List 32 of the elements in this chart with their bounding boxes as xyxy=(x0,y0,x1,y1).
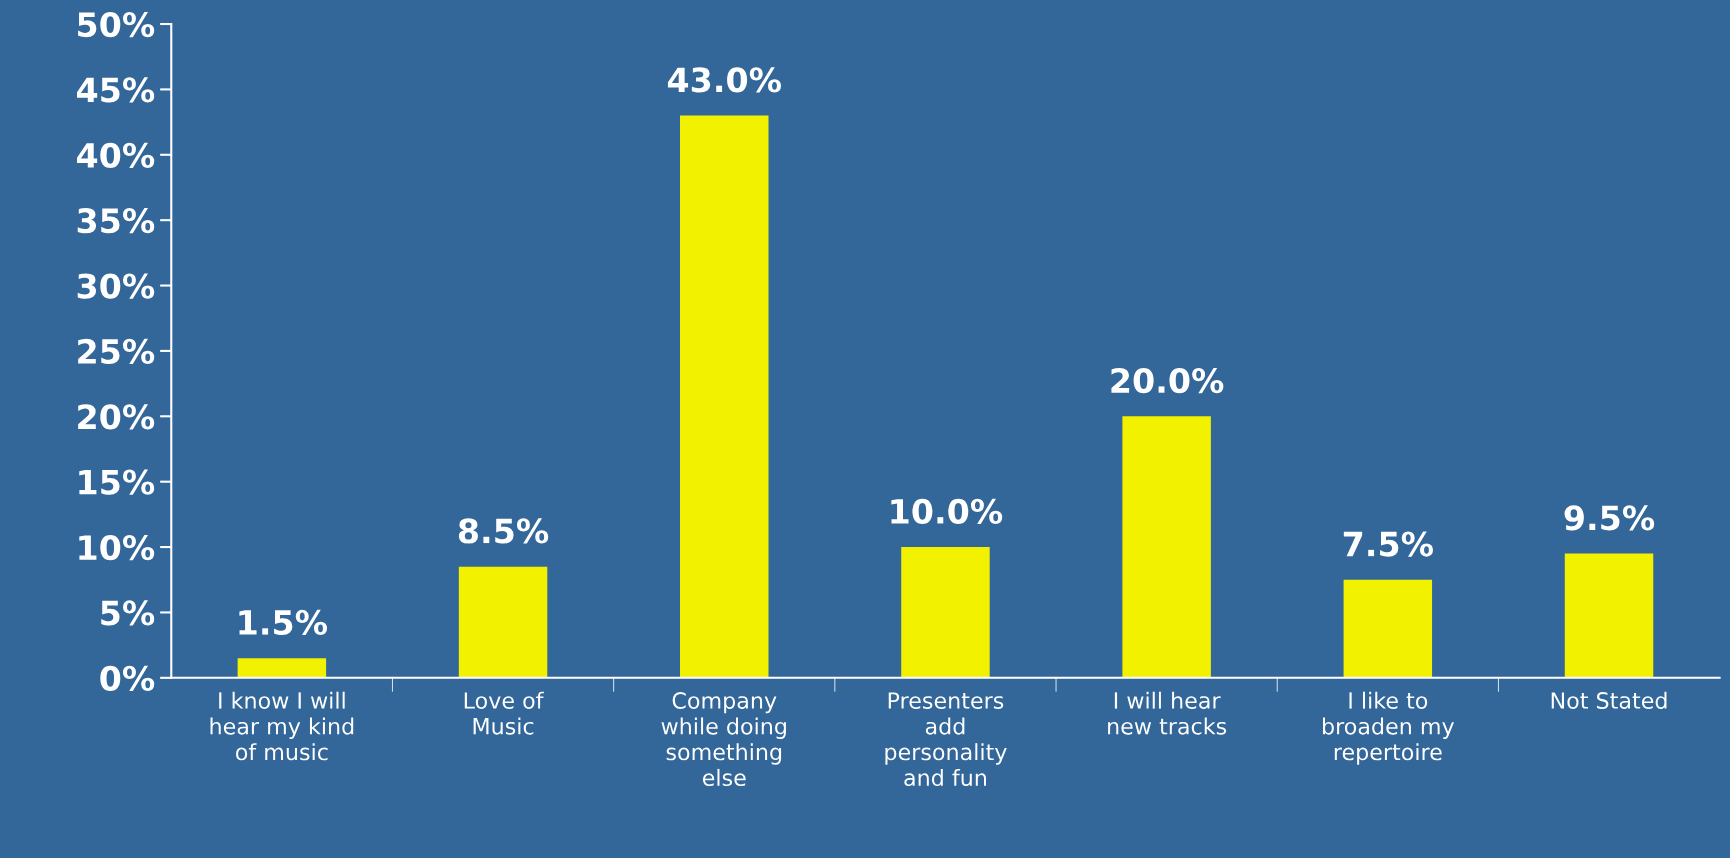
x-tick-label: I know I will hear my kind of music xyxy=(210,691,354,761)
data-label: 10.0% xyxy=(891,498,1003,524)
bar xyxy=(1343,579,1433,678)
y-tick-label: 30% xyxy=(77,273,155,299)
y-tick-label: 45% xyxy=(77,77,155,103)
data-label: 20.0% xyxy=(1111,367,1224,394)
y-tick-label: 35% xyxy=(77,208,155,234)
x-tick-label: Presenters add personality and fun xyxy=(885,692,1007,787)
y-tick-label: 10% xyxy=(79,534,155,561)
bar xyxy=(680,115,769,678)
bar xyxy=(901,547,990,678)
y-tick-label: 20% xyxy=(78,404,155,430)
bar xyxy=(1564,553,1654,678)
y-tick-label: 5% xyxy=(101,600,155,626)
y-tick-label: 15% xyxy=(79,469,155,495)
y-tick-label: 0% xyxy=(100,665,155,691)
data-label: 9.5% xyxy=(1564,505,1655,531)
data-label: 43.0% xyxy=(667,67,782,93)
y-tick-label: 50% xyxy=(78,11,155,38)
x-tick-label: I will hear new tracks xyxy=(1108,691,1227,735)
y-tick-label: 40% xyxy=(77,142,155,168)
data-label: 7.5% xyxy=(1343,531,1433,557)
bar xyxy=(458,566,548,678)
x-tick-label: Not Stated xyxy=(1551,691,1667,709)
x-tick-label: Love of Music xyxy=(464,691,544,735)
y-tick-label: 25% xyxy=(78,338,155,365)
x-tick-label: Company while doing something else xyxy=(661,692,786,787)
x-tick-label: I like to broaden my repertoire xyxy=(1323,691,1455,765)
data-label: 8.5% xyxy=(458,518,549,544)
bar xyxy=(237,658,327,678)
data-label: 1.5% xyxy=(239,609,328,636)
bar xyxy=(1122,416,1211,678)
